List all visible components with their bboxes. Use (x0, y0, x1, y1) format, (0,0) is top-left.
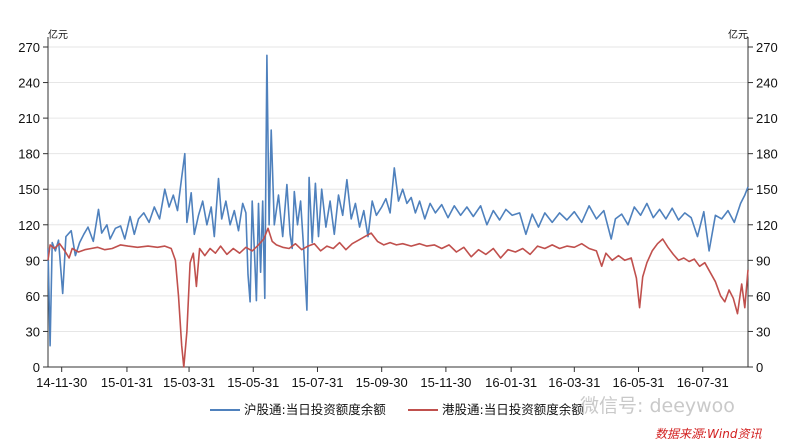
x-tick-label: 15-05-31 (227, 375, 279, 390)
x-tick-label: 14-11-30 (36, 375, 87, 390)
axes (47, 37, 749, 368)
y-tick-label-left: 240 (18, 76, 40, 91)
y-axis-left-ticks: 0 30 60 90 120 150 180 210 240 270 (18, 40, 48, 375)
y-tick-label-right: 180 (756, 147, 778, 162)
x-tick-label: 15-11-30 (420, 375, 471, 390)
legend-label-1: 沪股通:当日投资额度余额 (244, 402, 386, 417)
y-unit-right: 亿元 (728, 28, 748, 41)
x-tick-label: 16-07-31 (677, 375, 729, 390)
x-tick-label: 15-09-30 (356, 375, 408, 390)
y-tick-label-left: 270 (18, 40, 40, 55)
x-tick-label: 16-05-31 (613, 375, 665, 390)
series-line-1 (47, 54, 749, 347)
legend-label-2: 港股通:当日投资额度余额 (442, 402, 584, 417)
x-tick-label: 16-01-31 (485, 375, 537, 390)
watermark-text: 微信号: deeywoo (580, 395, 735, 417)
series-lines (47, 54, 749, 368)
x-axis-ticks: 14-11-30 15-01-31 15-03-31 15-05-31 15-07-31… (36, 367, 729, 390)
y-tick-label-left: 60 (26, 289, 40, 304)
y-axis-right-ticks: 0 30 60 90 120 150 180 210 240 270 (748, 40, 778, 375)
y-tick-label-left: 0 (33, 360, 40, 375)
x-tick-label: 15-01-31 (101, 375, 153, 390)
gridlines (48, 46, 748, 332)
y-tick-label-right: 240 (756, 76, 778, 91)
y-tick-label-left: 30 (26, 324, 40, 339)
x-tick-label: 15-07-31 (291, 375, 343, 390)
y-tick-label-left: 120 (18, 218, 40, 233)
legend: 沪股通:当日投资额度余额 港股通:当日投资额度余额 (210, 402, 584, 417)
series-line-2 (47, 227, 749, 368)
y-tick-label-right: 270 (756, 40, 778, 55)
source-note: 数据来源:Wind资讯 (655, 427, 762, 441)
y-tick-label-left: 210 (18, 111, 40, 126)
y-tick-label-right: 210 (756, 111, 778, 126)
y-tick-label-right: 90 (756, 253, 770, 268)
y-tick-label-left: 150 (18, 182, 40, 197)
y-tick-label-left: 180 (18, 147, 40, 162)
x-tick-label: 16-03-31 (548, 375, 600, 390)
y-unit-left: 亿元 (48, 28, 68, 41)
y-tick-label-right: 30 (756, 324, 770, 339)
y-tick-label-right: 120 (756, 218, 778, 233)
y-tick-label-right: 60 (756, 289, 770, 304)
y-tick-label-right: 150 (756, 182, 778, 197)
y-tick-label-right: 0 (756, 360, 763, 375)
x-tick-label: 15-03-31 (163, 375, 215, 390)
y-tick-label-left: 90 (26, 253, 40, 268)
